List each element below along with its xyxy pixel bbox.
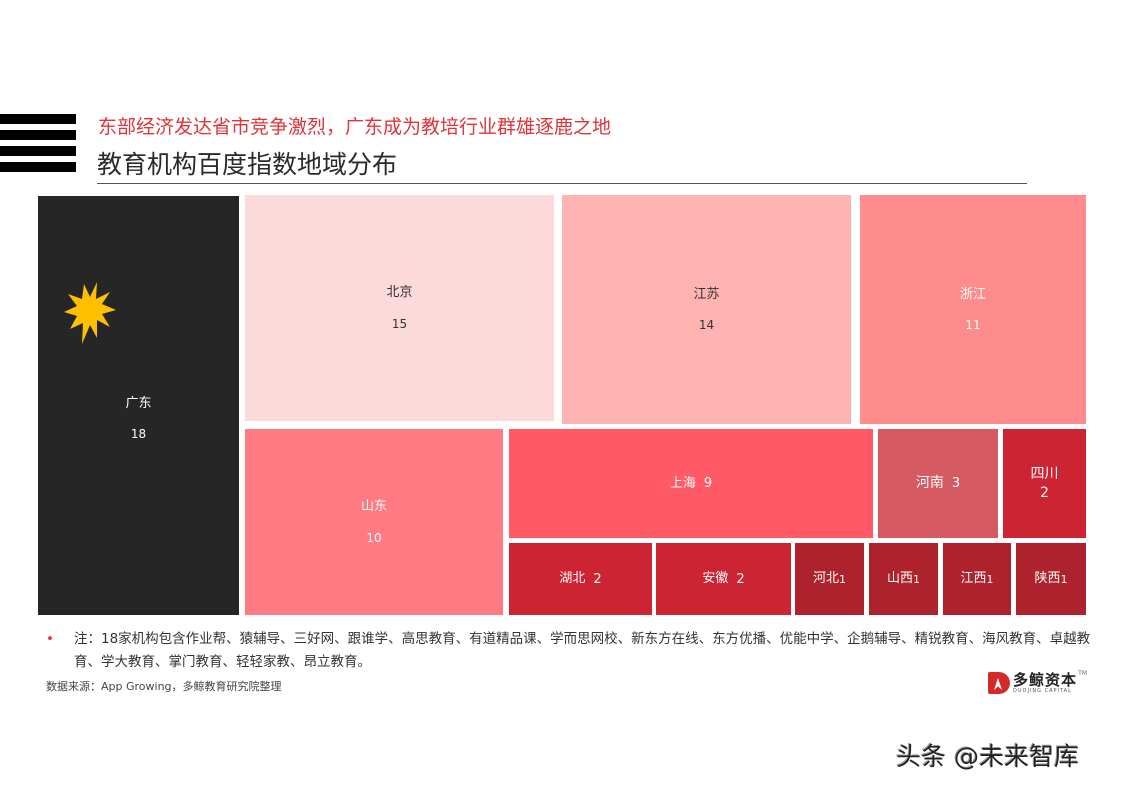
logo-english: DUOJING CAPITAL (1013, 688, 1072, 694)
cell-jiangxi: 江西 1 (943, 543, 1011, 615)
cell-shandong: 山东 10 (245, 429, 503, 615)
footnote-text: 注：18家机构包含作业帮、猿辅导、三好网、跟谁学、高思教育、有道精品课、学而思网… (74, 631, 1091, 670)
cell-value: 2 (736, 571, 745, 587)
cell-hebei: 河北 1 (795, 543, 864, 615)
cell-value: 14 (698, 318, 715, 333)
cell-label: 山西 (886, 571, 913, 587)
page-title: 教育机构百度指数地域分布 (97, 150, 398, 179)
cell-anhui: 安徽 2 (656, 543, 791, 615)
cell-shanghai: 上海 9 (509, 429, 873, 538)
cell-beijing: 北京 15 (245, 195, 554, 421)
cell-hubei: 湖北 2 (509, 543, 652, 615)
cell-label: 江西 (960, 571, 987, 587)
brand-logo: 多鲸资本 DUOJING CAPITAL TM (988, 670, 1087, 694)
data-source: 数据来源：App Growing，多鲸教育研究院整理 (46, 680, 282, 693)
cell-jiangsu: 江苏 14 (562, 195, 851, 424)
cell-label: 浙江 (959, 286, 986, 302)
cell-sichuan: 四川 2 (1003, 429, 1086, 538)
bullet-icon: • (46, 631, 54, 647)
cell-label: 北京 (386, 285, 413, 301)
starburst-icon (64, 282, 116, 344)
cell-value: 3 (951, 476, 961, 491)
cell-value: 1 (986, 572, 994, 586)
cell-label: 广东 (125, 395, 152, 411)
cell-value: 1 (839, 572, 846, 586)
page-subtitle: 东部经济发达省市竞争激烈，广东成为教培行业群雄逐鹿之地 (98, 116, 612, 138)
footnote: • 注：18家机构包含作业帮、猿辅导、三好网、跟谁学、高思教育、有道精品课、学而… (46, 628, 1106, 674)
cell-shaanxi: 陕西 1 (1016, 543, 1086, 615)
cell-value: 18 (130, 427, 147, 442)
cell-shanxi: 山西 1 (869, 543, 938, 615)
cell-label: 陕西 (1034, 571, 1061, 587)
cell-value: 2 (593, 571, 602, 587)
cell-label: 江苏 (693, 286, 720, 302)
cell-label: 河南 (915, 475, 944, 492)
cell-label: 安徽 (702, 571, 729, 587)
cell-value: 2 (1040, 484, 1049, 501)
logo-trademark: TM (1078, 670, 1088, 677)
cell-label: 湖北 (559, 571, 586, 587)
cell-value: 1 (1060, 572, 1068, 586)
cell-zhejiang: 浙江 11 (860, 195, 1086, 424)
cell-value: 10 (366, 530, 382, 545)
cell-label: 河北 (812, 571, 839, 587)
cell-value: 11 (965, 318, 981, 333)
cell-value: 15 (391, 316, 408, 331)
cell-value: 9 (703, 476, 713, 491)
logo-mark-icon (988, 672, 1010, 694)
cell-henan: 河南 3 (878, 429, 998, 538)
cell-label: 四川 (1030, 466, 1059, 483)
header-stripes-decoration (0, 114, 76, 178)
watermark: 头条 @未来智库 (896, 742, 1079, 771)
cell-label: 上海 (669, 475, 696, 491)
title-divider (97, 183, 1027, 184)
cell-label: 山东 (360, 499, 387, 515)
logo-name: 多鲸资本 (1013, 671, 1078, 689)
cell-guangdong: 广东 18 (38, 196, 239, 615)
cell-value: 1 (913, 572, 920, 586)
